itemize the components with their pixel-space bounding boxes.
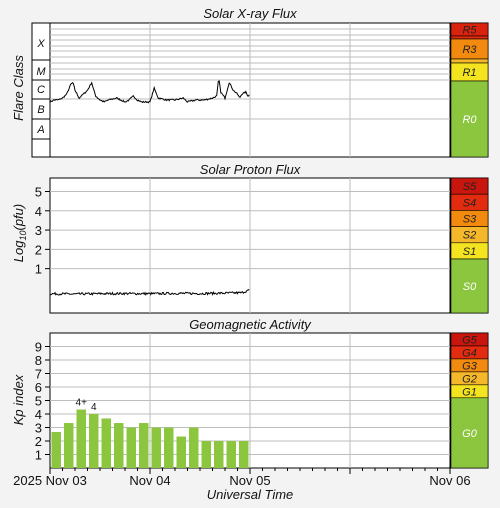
kp-tick-label: 2 [35,434,42,449]
kp-tick-label: 7 [35,367,42,382]
xray-scale-cell-r0 [450,80,489,158]
x-axis: 2025 Nov 03 Nov 04 Nov 05 Nov 06 [13,468,471,488]
kp-bar [201,441,211,468]
geomag-scale-label-g2: G2 [462,373,477,385]
geomag-scale-label-g5: G5 [462,334,478,346]
geomag-scale-label-g1: G1 [462,386,477,398]
proton-flux-line [49,288,250,296]
proton-scale-label-s3: S3 [463,214,477,226]
kp-bar [176,436,186,468]
kp-bar [126,427,136,468]
kp-bar [164,427,174,468]
geomag-scale-label-g3: G3 [462,360,478,372]
kp-bar [239,441,249,468]
geomag-scale-cell-g0 [450,397,489,469]
xray-scale-cell-r4 [450,35,489,40]
proton-scale-cell-s0 [450,258,489,314]
kp-bar-label: 4+ [76,398,88,409]
proton-scale-label-s1: S1 [463,246,476,258]
kp-tick-label: 1 [35,448,42,463]
flare-class-box [31,22,51,158]
proton-panel: 5 4 3 2 1 [35,177,451,321]
x-tick-label: 2025 Nov 03 [13,473,87,488]
proton-scale-label-s2: S2 [463,230,476,242]
flare-class-label-x: X [36,38,45,50]
kp-bar [214,441,224,468]
xray-scale-label-r1: R1 [462,67,476,79]
kp-bar [64,423,74,468]
geomag-scale-label-g0: G0 [462,428,478,440]
flare-class-label-a: A [36,124,44,136]
kp-bar-label: 4 [91,402,97,413]
xray-fill [49,80,250,141]
kp-tick-label: 9 [35,340,42,355]
x-axis-title: Universal Time [207,487,294,502]
kp-tick-label: 4 [35,407,42,422]
proton-tick-label: 2 [35,242,42,257]
proton-tick-label: 5 [35,185,42,200]
kp-tick-label: 8 [35,353,42,368]
kp-bar [101,418,111,468]
geomag-ylabel: Kp index [11,374,26,425]
kp-tick-label: 3 [35,421,42,436]
xray-ylabel: Flare Class [11,55,26,121]
proton-scale-label-s0: S0 [463,281,477,293]
x-tick-label: Nov 04 [129,473,170,488]
xray-scale-label-r3: R3 [462,44,477,56]
proton-scale-label-s5: S5 [463,181,477,193]
kp-bar [89,414,99,468]
kp-bar [51,431,61,468]
proton-title: Solar Proton Flux [200,162,301,177]
kp-tick-label: 5 [35,394,42,409]
proton-fill [49,289,250,321]
xray-scale-label-r0: R0 [462,114,477,126]
proton-tick-label: 1 [35,262,42,277]
kp-tick-label: 6 [35,380,42,395]
flare-class-label-b: B [37,104,44,116]
flare-class-label-c: C [37,84,45,96]
kp-bar [189,427,199,468]
kp-bar [226,441,236,468]
geomag-title: Geomagnetic Activity [189,317,312,332]
proton-ylabel: Log10(pfu) [11,204,28,262]
x-tick-label: Nov 06 [429,473,470,488]
kp-bar [76,409,86,468]
x-tick-label: Nov 05 [229,473,270,488]
xray-scale-cell-r2 [450,58,489,64]
xray-flux-line [49,80,250,104]
xray-title: Solar X-ray Flux [203,6,297,21]
kp-bar [114,423,124,468]
geomag-scale-label-g4: G4 [462,347,477,359]
flare-class-label-m: M [36,66,46,78]
proton-tick-label: 3 [35,223,42,238]
kp-bar [151,427,161,468]
kp-bar [139,423,149,468]
proton-scale-label-s4: S4 [463,197,476,209]
proton-tick-label: 4 [35,204,42,219]
xray-scale-label-r5: R5 [462,25,477,37]
